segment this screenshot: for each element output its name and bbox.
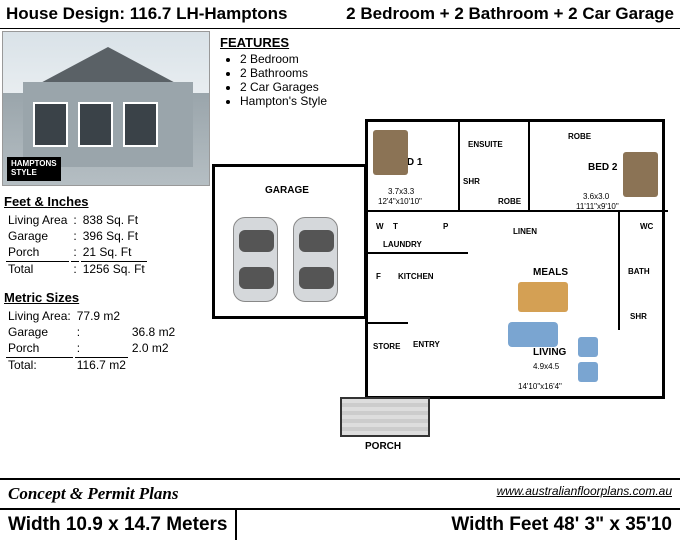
living-dim-ft: 14'10"x16'4" xyxy=(518,382,562,391)
entry-label: ENTRY xyxy=(413,340,440,349)
porch-label: PORCH xyxy=(365,441,401,452)
sofa-icon xyxy=(508,322,558,347)
total-row: Total:1256 Sq. Ft xyxy=(6,261,147,276)
chair-icon xyxy=(578,362,598,382)
metric-table: Living Area:77.9 m2 Garage:36.8 m2 Porch… xyxy=(4,307,179,374)
store-label: STORE xyxy=(373,342,400,351)
table-row: Living Area:838 Sq. Ft xyxy=(6,213,147,227)
kitchen-label: KITCHEN xyxy=(398,272,434,281)
design-title: House Design: 116.7 LH-Hamptons xyxy=(0,0,294,28)
shr2-label: SHR xyxy=(630,312,647,321)
chair-icon xyxy=(578,337,598,357)
table-row: Garage:36.8 m2 xyxy=(6,325,177,339)
feet-title: Feet & Inches xyxy=(4,194,206,209)
table-row: Porch:21 Sq. Ft xyxy=(6,245,147,259)
width-row: Width 10.9 x 14.7 Meters Width Feet 48' … xyxy=(0,509,680,540)
living-label: LIVING xyxy=(533,347,566,358)
bed-icon xyxy=(373,130,408,175)
laundry-label: LAUNDRY xyxy=(383,240,422,249)
bed1-dim-ft: 12'4"x10'10" xyxy=(378,197,422,206)
window-icon xyxy=(123,102,158,147)
table-row: Garage:396 Sq. Ft xyxy=(6,229,147,243)
feet-table: Living Area:838 Sq. Ft Garage:396 Sq. Ft… xyxy=(4,211,149,278)
style-badge: HAMPTONS STYLE xyxy=(7,157,61,181)
header: House Design: 116.7 LH-Hamptons 2 Bedroo… xyxy=(0,0,680,29)
bed2-label: BED 2 xyxy=(588,162,617,173)
footer: Concept & Permit Plans www.australianflo… xyxy=(0,478,680,540)
concept-label: Concept & Permit Plans xyxy=(0,480,186,508)
website-link[interactable]: www.australianfloorplans.com.au xyxy=(489,480,680,508)
f-label: F xyxy=(376,272,381,281)
w-label: W xyxy=(376,222,384,231)
list-item: 2 Car Garages xyxy=(240,80,670,94)
main-content: HAMPTONS STYLE Feet & Inches Living Area… xyxy=(0,29,680,474)
list-item: 2 Bedroom xyxy=(240,52,670,66)
features-list: 2 Bedroom 2 Bathrooms 2 Car Garages Hamp… xyxy=(240,52,670,108)
wc-label: WC xyxy=(640,222,653,231)
ensuite-label: ENSUITE xyxy=(468,140,503,149)
left-column: HAMPTONS STYLE Feet & Inches Living Area… xyxy=(0,29,210,474)
wall xyxy=(368,252,468,254)
linen-label: LINEN xyxy=(513,227,537,236)
list-item: Hampton's Style xyxy=(240,94,670,108)
wall xyxy=(458,122,460,210)
width-feet: Width Feet 48' 3" x 35'10 xyxy=(443,510,680,540)
table-icon xyxy=(518,282,568,312)
p-label: P xyxy=(443,222,448,231)
floorplan: GARAGE BED 1 3.7x3.3 12'4"x10'10" ENSUIT… xyxy=(210,119,680,449)
living-dim-m: 4.9x4.5 xyxy=(533,362,559,371)
garage-label: GARAGE xyxy=(265,185,309,196)
bed-icon xyxy=(623,152,658,197)
bed1-dim-m: 3.7x3.3 xyxy=(388,187,414,196)
badge-line2: STYLE xyxy=(11,168,37,177)
window-icon xyxy=(78,102,113,147)
robe1-label: ROBE xyxy=(498,197,521,206)
shr1-label: SHR xyxy=(463,177,480,186)
bath-label: BATH xyxy=(628,267,650,276)
feet-inches-section: Feet & Inches Living Area:838 Sq. Ft Gar… xyxy=(4,194,206,278)
garage-room: GARAGE xyxy=(212,164,367,319)
main-house: BED 1 3.7x3.3 12'4"x10'10" ENSUITE SHR R… xyxy=(365,119,665,399)
meals-label: MEALS xyxy=(533,267,568,278)
wall xyxy=(368,322,408,324)
table-row: Porch:2.0 m2 xyxy=(6,341,177,355)
table-row: Living Area:77.9 m2 xyxy=(6,309,177,323)
robe2-label: ROBE xyxy=(568,132,591,141)
house-photo: HAMPTONS STYLE xyxy=(2,31,210,186)
total-row: Total:116.7 m2 xyxy=(6,357,177,372)
roof-shape xyxy=(33,47,183,87)
list-item: 2 Bathrooms xyxy=(240,66,670,80)
features-section: FEATURES 2 Bedroom 2 Bathrooms 2 Car Gar… xyxy=(210,29,680,114)
car-icon xyxy=(233,217,278,302)
wall xyxy=(618,210,620,330)
right-column: FEATURES 2 Bedroom 2 Bathrooms 2 Car Gar… xyxy=(210,29,680,474)
t-label: T xyxy=(393,222,398,231)
width-meters: Width 10.9 x 14.7 Meters xyxy=(0,510,237,540)
car-icon xyxy=(293,217,338,302)
wall xyxy=(368,210,668,212)
porch-area xyxy=(340,397,430,437)
concept-row: Concept & Permit Plans www.australianflo… xyxy=(0,478,680,509)
config-summary: 2 Bedroom + 2 Bathroom + 2 Car Garage xyxy=(340,0,680,28)
metric-section: Metric Sizes Living Area:77.9 m2 Garage:… xyxy=(4,290,206,374)
bed2-dim-m: 3.6x3.0 xyxy=(583,192,609,201)
wall xyxy=(528,122,530,210)
features-title: FEATURES xyxy=(220,35,670,50)
window-icon xyxy=(33,102,68,147)
metric-title: Metric Sizes xyxy=(4,290,206,305)
badge-line1: HAMPTONS xyxy=(11,159,57,168)
